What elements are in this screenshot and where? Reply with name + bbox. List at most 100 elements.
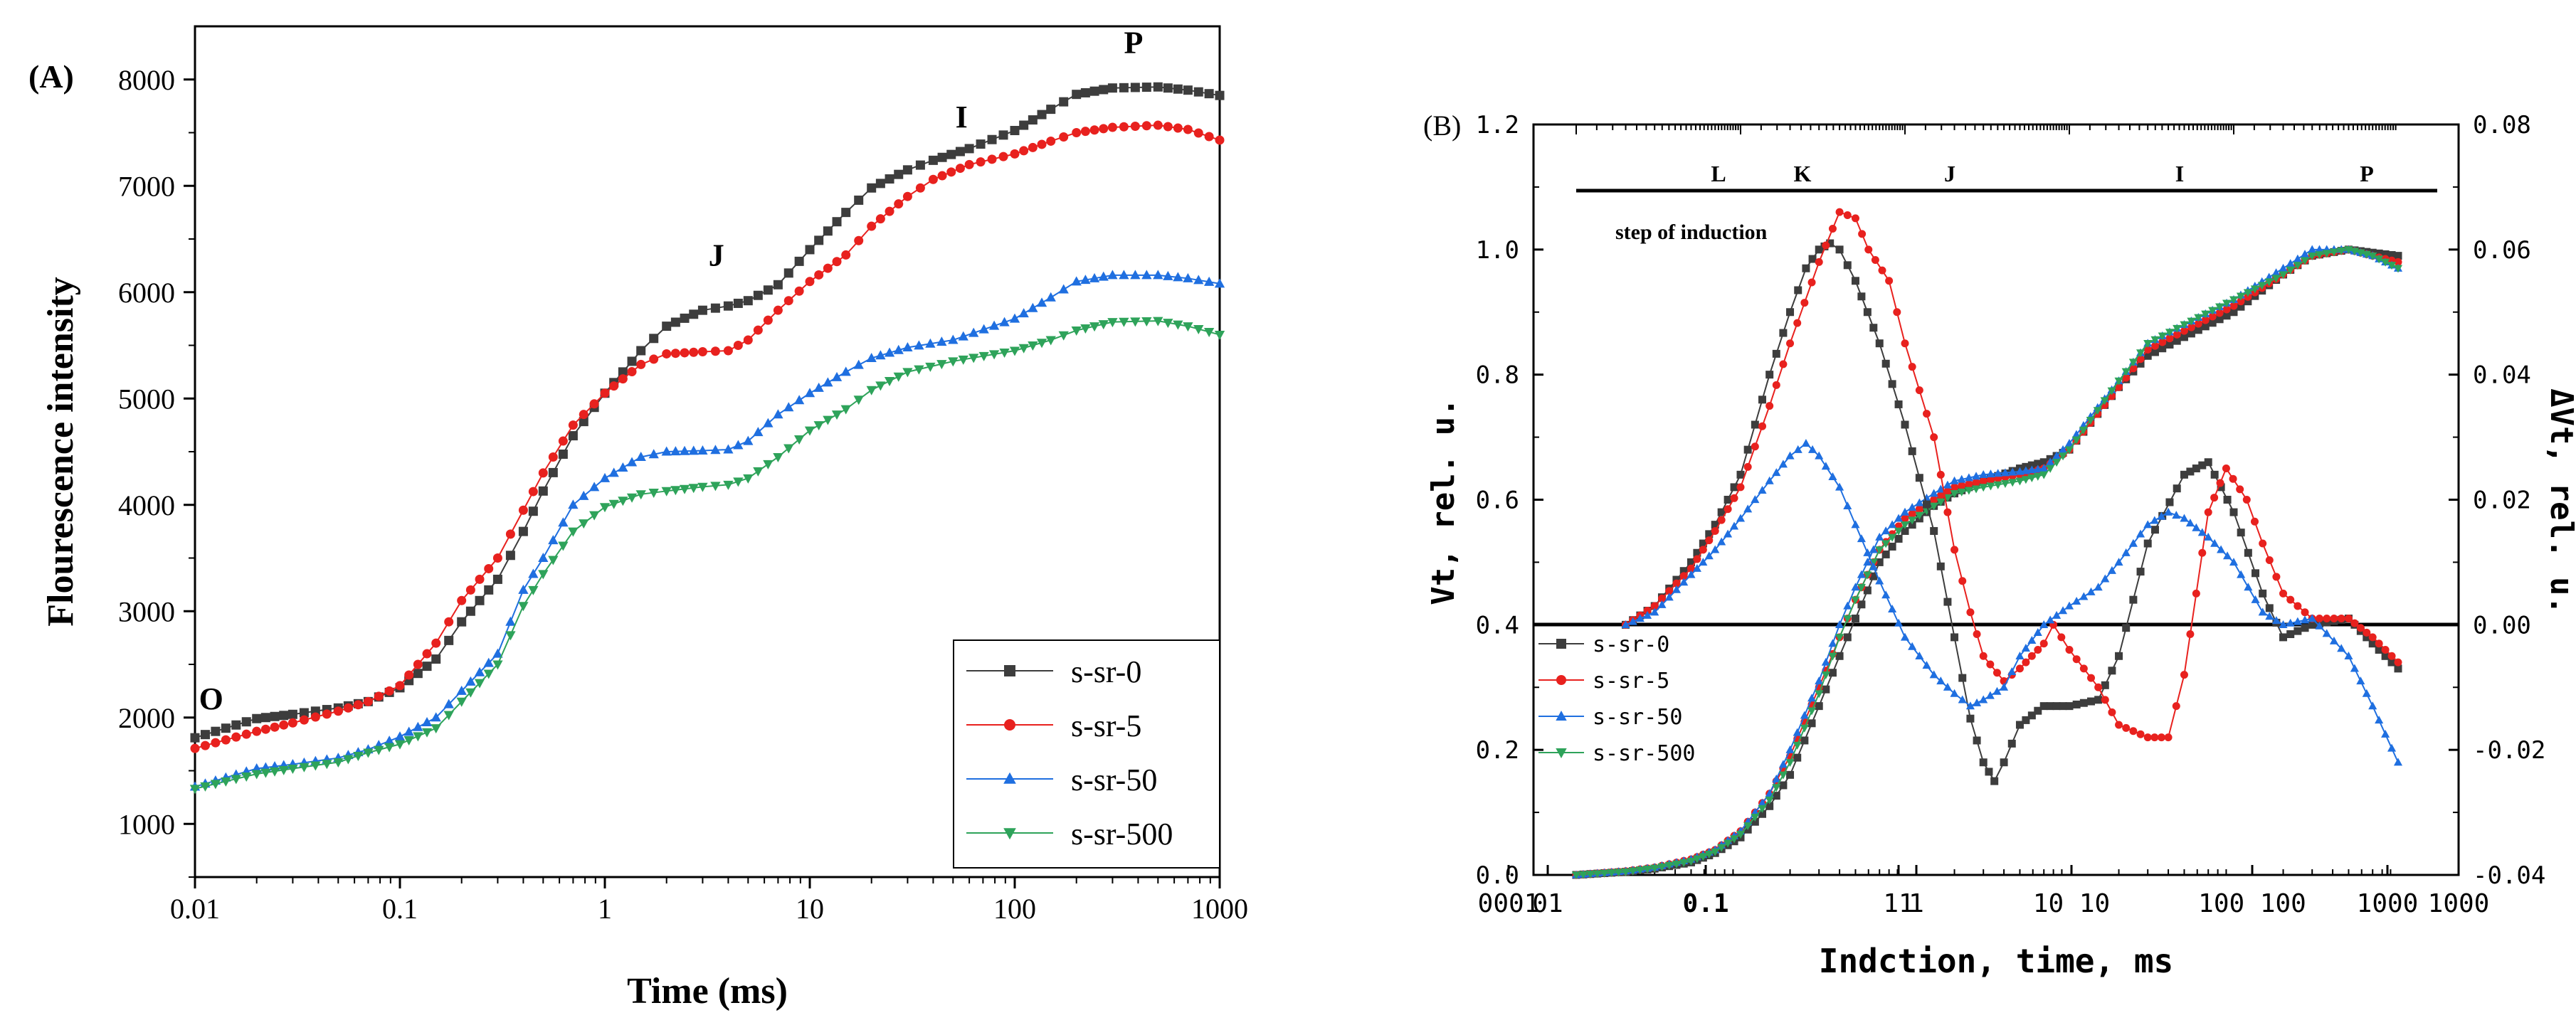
data-point [743,435,754,445]
data-point [2039,464,2049,472]
data-point [2165,340,2174,349]
data-point [1843,261,1852,270]
data-point [413,732,423,742]
data-point [588,511,600,521]
data-point [2086,417,2095,425]
data-point [2244,583,2253,591]
data-point [1807,707,1817,716]
data-point [2087,674,2096,682]
y-tick-label: 7000 [118,170,175,202]
data-point [2243,289,2252,297]
data-point [1922,507,1931,516]
data-point [2172,702,2180,711]
data-point [1894,534,1903,543]
data-point [1019,146,1029,156]
data-point [1107,122,1117,132]
data-point [1692,855,1701,864]
data-point [936,360,947,370]
data-point [1743,504,1753,513]
data-point [662,322,672,331]
data-point [2022,658,2030,667]
data-point [431,724,441,734]
data-point [2079,699,2088,707]
data-point [1979,758,1988,767]
data-point [1908,521,1916,529]
data-point [1786,770,1795,779]
data-point [1141,270,1152,280]
data-point [2308,620,2316,629]
data-point [2363,633,2371,642]
data-point [823,263,833,273]
data-point [1930,526,1938,535]
data-point [1808,445,1817,453]
data-point [1901,514,1909,523]
data-point [618,497,628,506]
data-point [2027,461,2036,469]
data-point [1857,292,1866,301]
data-point [2329,636,2339,644]
data-point [2186,467,2195,476]
data-point [1778,771,1788,780]
data-point [333,706,343,716]
data-point [1046,105,1056,115]
data-point [241,772,252,782]
y-tick-label: 6000 [118,277,175,309]
data-point [1894,400,1903,408]
data-point [670,317,680,327]
data-point [413,659,423,669]
data-point [1772,792,1780,800]
data-point [2173,484,2181,493]
data-point [2215,309,2224,317]
data-point [2122,723,2131,732]
data-point [679,484,690,494]
data-point [1815,258,1823,266]
data-point [1900,632,1910,641]
data-point [2187,317,2196,326]
data-point [456,685,467,695]
data-point [2136,355,2145,363]
data-point [1163,319,1173,329]
data-point [733,341,743,350]
data-point [1800,711,1809,719]
data-point [190,733,200,743]
data-point [1786,339,1795,348]
data-point [2158,344,2167,353]
data-point [2059,452,2068,461]
data-point [1071,326,1082,336]
data-point [1828,225,1837,233]
data-point [1894,527,1904,536]
data-point [1214,331,1225,341]
panel-a-annotations: O J I P [199,25,1144,716]
data-point [743,296,753,306]
data-point [2237,529,2245,537]
data-point [2143,340,2153,349]
data-point [2222,305,2231,314]
data-point [2279,589,2288,598]
data-point [2136,359,2145,368]
data-point [518,602,529,612]
data-point [2197,528,2207,536]
data-point [1807,694,1817,702]
data-point [1915,498,1924,506]
panel-a-x-axis-title: Time (ms) [627,971,788,1012]
data-point [1878,266,1886,275]
data-point [1901,339,1909,348]
data-point [914,340,924,350]
data-point [1826,239,1835,248]
data-point [231,732,241,742]
data-point [2286,259,2295,267]
data-point [946,167,956,177]
data-point [1203,328,1215,338]
data-point [599,503,611,513]
data-point [2201,310,2210,319]
data-point [1672,585,1682,593]
data-point [2381,250,2390,258]
data-point [1822,685,1830,694]
legend-label-s-sr-500: s-sr-500 [1071,817,1173,851]
data-point [1699,546,1707,554]
data-point [743,335,753,345]
panel-b-legend: s-sr-0 s-sr-5 s-sr-50 s-sr-500 [1538,632,1696,766]
data-point [2094,696,2103,704]
